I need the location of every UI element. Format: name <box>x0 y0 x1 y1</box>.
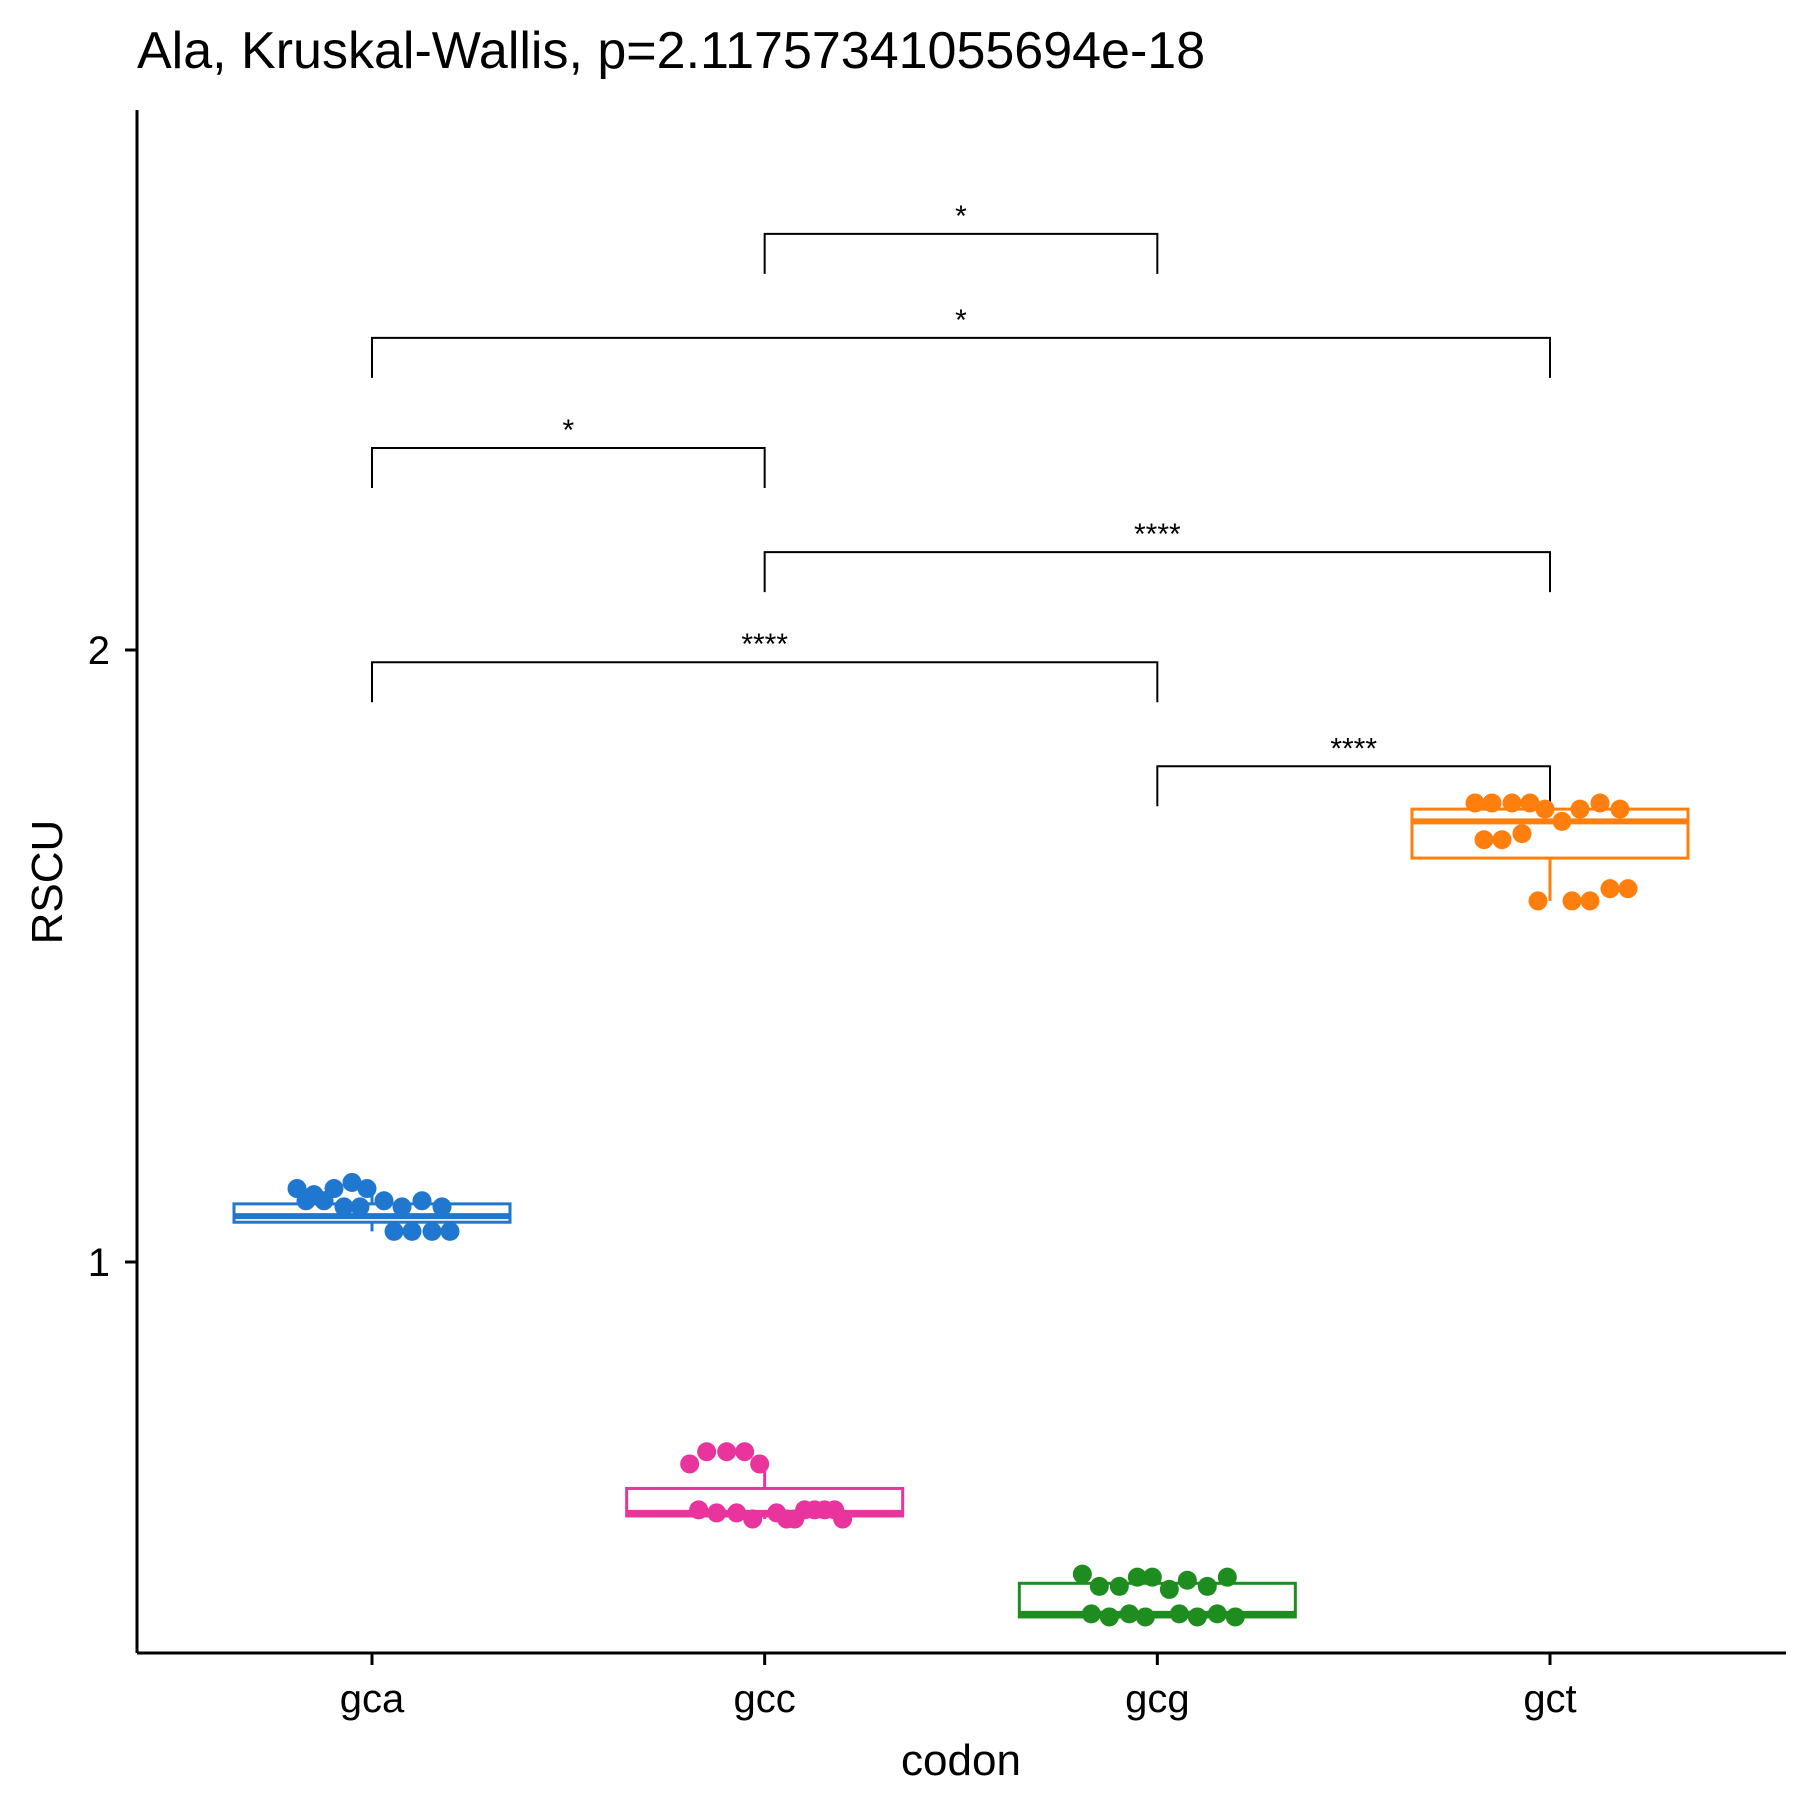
data-point <box>689 1500 709 1520</box>
data-point <box>357 1179 377 1199</box>
data-point <box>1187 1607 1207 1627</box>
data-point <box>296 1191 316 1211</box>
box-iqr <box>232 1202 512 1224</box>
chart-title: Ala, Kruskal-Wallis, p=2.11757341055694e… <box>137 22 1205 80</box>
data-point <box>374 1191 394 1211</box>
x-tick-label: gct <box>1523 1677 1576 1721</box>
significance-brackets: *************** <box>371 200 1551 807</box>
data-point <box>1502 793 1522 813</box>
data-point <box>777 1509 797 1529</box>
data-point <box>314 1191 334 1211</box>
x-tick-label: gcc <box>734 1677 796 1721</box>
data-point <box>334 1197 354 1217</box>
data-point <box>384 1221 404 1241</box>
data-point <box>743 1509 763 1529</box>
significance-label: **** <box>1134 518 1181 551</box>
data-point <box>1512 824 1532 844</box>
x-tick-label: gcg <box>1125 1677 1190 1721</box>
significance-bracket <box>371 447 766 489</box>
point-group <box>287 793 1638 1627</box>
data-point <box>1474 830 1494 850</box>
data-point <box>412 1191 432 1211</box>
data-point <box>432 1197 452 1217</box>
significance-bracket <box>371 661 1159 703</box>
significance-bracket <box>1156 765 1551 807</box>
data-point <box>1520 793 1540 813</box>
data-point <box>1127 1567 1147 1587</box>
data-point <box>440 1221 460 1241</box>
x-tick-group: gca gcc gcg gct <box>340 1653 1577 1721</box>
significance-label: **** <box>741 628 788 661</box>
data-point <box>1177 1570 1197 1590</box>
data-point <box>342 1172 362 1192</box>
data-point <box>1119 1604 1139 1624</box>
data-point <box>1099 1607 1119 1627</box>
y-tick-label: 2 <box>88 629 110 673</box>
x-axis-title: codon <box>901 1736 1021 1785</box>
data-point <box>1197 1576 1217 1596</box>
data-point <box>402 1221 422 1241</box>
y-tick-label: 1 <box>88 1241 110 1285</box>
data-point <box>422 1221 442 1241</box>
data-point <box>1610 799 1630 819</box>
significance-label: **** <box>1330 732 1377 765</box>
x-tick-label: gca <box>340 1677 405 1721</box>
data-point <box>707 1503 727 1523</box>
data-point <box>1528 891 1548 911</box>
significance-bracket <box>763 232 1159 274</box>
data-point <box>1600 879 1620 899</box>
data-point <box>1492 830 1512 850</box>
box-iqr <box>1410 807 1690 860</box>
data-point <box>680 1454 700 1474</box>
data-point <box>1109 1576 1129 1596</box>
data-point <box>1089 1576 1109 1596</box>
data-point <box>735 1442 755 1462</box>
data-point <box>1142 1567 1162 1587</box>
data-point <box>1169 1604 1189 1624</box>
data-point <box>1207 1604 1227 1624</box>
significance-bracket <box>371 336 1551 378</box>
data-point <box>833 1509 853 1529</box>
data-point <box>1081 1604 1101 1624</box>
data-point <box>750 1454 770 1474</box>
data-point <box>1590 793 1610 813</box>
data-point <box>815 1500 835 1520</box>
significance-bracket <box>763 551 1551 593</box>
data-point <box>717 1442 737 1462</box>
data-point <box>1570 799 1590 819</box>
data-point <box>1225 1607 1245 1627</box>
data-point <box>1552 811 1572 831</box>
data-point <box>392 1197 412 1217</box>
data-point <box>1482 793 1502 813</box>
significance-label: * <box>955 200 967 233</box>
y-axis-title: RSCU <box>23 820 72 945</box>
data-point <box>1217 1567 1237 1587</box>
significance-label: * <box>955 304 967 337</box>
y-tick-group: 12 <box>88 629 137 1285</box>
significance-label: * <box>562 414 574 447</box>
data-point <box>1465 793 1485 813</box>
data-point <box>1618 879 1638 899</box>
data-point <box>350 1197 370 1217</box>
data-point <box>1580 891 1600 911</box>
data-point <box>795 1500 815 1520</box>
data-point <box>1562 891 1582 911</box>
data-point <box>1535 799 1555 819</box>
data-point <box>1072 1564 1092 1584</box>
box-group <box>232 806 1690 1619</box>
data-point <box>1159 1579 1179 1599</box>
data-point <box>727 1503 747 1523</box>
data-point <box>697 1442 717 1462</box>
data-point <box>1135 1607 1155 1627</box>
